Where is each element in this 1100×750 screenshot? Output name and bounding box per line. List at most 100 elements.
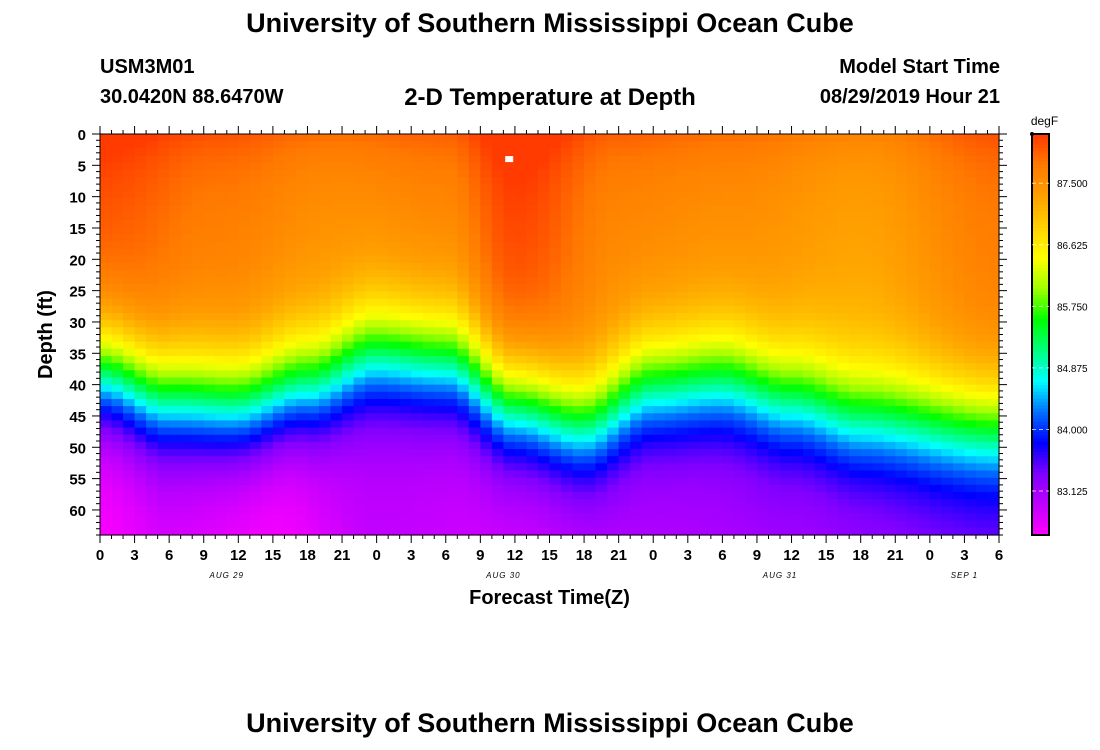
heatmap-cell xyxy=(434,370,447,379)
heatmap-cell xyxy=(249,255,262,264)
heatmap-cell xyxy=(226,456,239,464)
heatmap-cell xyxy=(987,341,1000,350)
heatmap-cell xyxy=(100,227,113,235)
heatmap-cell xyxy=(284,198,297,207)
heatmap-cell xyxy=(607,169,620,178)
heatmap-cell xyxy=(699,212,712,221)
heatmap-cell xyxy=(342,305,355,314)
heatmap-cell xyxy=(975,456,989,464)
heatmap-cell xyxy=(422,241,435,250)
heatmap-cell xyxy=(584,391,597,400)
heatmap-cell xyxy=(388,227,401,235)
heatmap-cell xyxy=(768,212,781,221)
heatmap-cell xyxy=(952,527,966,536)
heatmap-cell xyxy=(618,148,631,157)
heatmap-cell xyxy=(192,284,205,293)
heatmap-cell xyxy=(826,341,839,350)
heatmap-cell xyxy=(952,427,966,436)
heatmap-cell xyxy=(584,162,597,171)
heatmap-cell xyxy=(226,227,239,235)
heatmap-cell xyxy=(169,134,182,142)
heatmap-cell xyxy=(814,191,827,200)
heatmap-cell xyxy=(653,298,666,307)
heatmap-cell xyxy=(457,270,470,278)
heatmap-cell xyxy=(826,234,839,243)
heatmap-cell xyxy=(906,377,919,386)
heatmap-cell xyxy=(146,198,159,207)
heatmap-cell xyxy=(169,162,182,171)
heatmap-cell xyxy=(664,527,677,536)
heatmap-cell xyxy=(180,191,193,200)
heatmap-cell xyxy=(837,219,850,228)
heatmap-cell xyxy=(941,262,954,271)
heatmap-cell xyxy=(837,406,850,414)
heatmap-cell xyxy=(664,434,677,443)
heatmap-cell xyxy=(803,477,816,486)
heatmap-cell xyxy=(722,398,735,407)
heatmap-cell xyxy=(100,284,113,293)
heatmap-cell xyxy=(895,441,908,450)
heatmap-cell xyxy=(641,155,654,164)
heatmap-cell xyxy=(803,363,816,371)
heatmap-cell xyxy=(549,191,562,200)
heatmap-cell xyxy=(733,205,747,214)
heatmap-cell xyxy=(399,227,412,235)
heatmap-cell xyxy=(584,191,597,200)
heatmap-cell xyxy=(572,499,585,507)
heatmap-cell xyxy=(595,341,608,350)
heatmap-cell xyxy=(952,155,966,164)
heatmap-cell xyxy=(630,506,643,515)
heatmap-cell xyxy=(192,184,205,192)
heatmap-cell xyxy=(676,241,689,250)
heatmap-cell xyxy=(249,334,262,343)
heatmap-cell xyxy=(445,169,458,178)
heatmap-cell xyxy=(710,162,723,171)
heatmap-cell xyxy=(860,484,873,493)
heatmap-cell xyxy=(618,141,631,149)
heatmap-cell xyxy=(457,162,470,171)
heatmap-cell xyxy=(480,348,493,357)
heatmap-cell xyxy=(607,499,620,507)
heatmap-cell xyxy=(699,434,712,443)
heatmap-cell xyxy=(169,449,182,457)
heatmap-cell xyxy=(814,527,827,536)
heatmap-cell xyxy=(561,456,574,464)
colorbar-segment xyxy=(1032,150,1049,155)
heatmap-cell xyxy=(180,284,193,293)
heatmap-cell xyxy=(514,456,528,464)
heatmap-cell xyxy=(480,413,493,422)
heatmap-cell xyxy=(388,391,401,400)
heatmap-cell xyxy=(860,162,873,171)
heatmap-cell xyxy=(653,270,666,278)
heatmap-cell xyxy=(457,305,470,314)
heatmap-cell xyxy=(330,262,343,271)
heatmap-cell xyxy=(284,262,297,271)
heatmap-cell xyxy=(134,363,147,371)
heatmap-cell xyxy=(123,527,136,536)
heatmap-cell xyxy=(756,184,770,192)
heatmap-cell xyxy=(226,162,239,171)
heatmap-cell xyxy=(584,513,597,522)
heatmap-cell xyxy=(491,463,504,472)
heatmap-cell xyxy=(791,255,804,264)
heatmap-cell xyxy=(514,205,528,214)
heatmap-cell xyxy=(860,355,873,364)
heatmap-cell xyxy=(803,169,816,178)
colorbar-segment xyxy=(1032,267,1049,272)
heatmap-cell xyxy=(284,212,297,221)
heatmap-cell xyxy=(537,370,551,379)
heatmap-cell xyxy=(572,291,585,300)
heatmap-cell xyxy=(975,169,989,178)
heatmap-cell xyxy=(238,456,251,464)
heatmap-cell xyxy=(780,327,793,336)
heatmap-cell xyxy=(111,477,124,486)
heatmap-cell xyxy=(111,441,124,450)
heatmap-cell xyxy=(411,463,424,472)
heatmap-cell xyxy=(468,449,481,457)
heatmap-cell xyxy=(100,155,113,164)
heatmap-cell xyxy=(687,270,700,278)
heatmap-cell xyxy=(687,255,700,264)
heatmap-cell xyxy=(365,270,378,278)
heatmap-cell xyxy=(676,313,689,321)
heatmap-cell xyxy=(607,141,620,149)
